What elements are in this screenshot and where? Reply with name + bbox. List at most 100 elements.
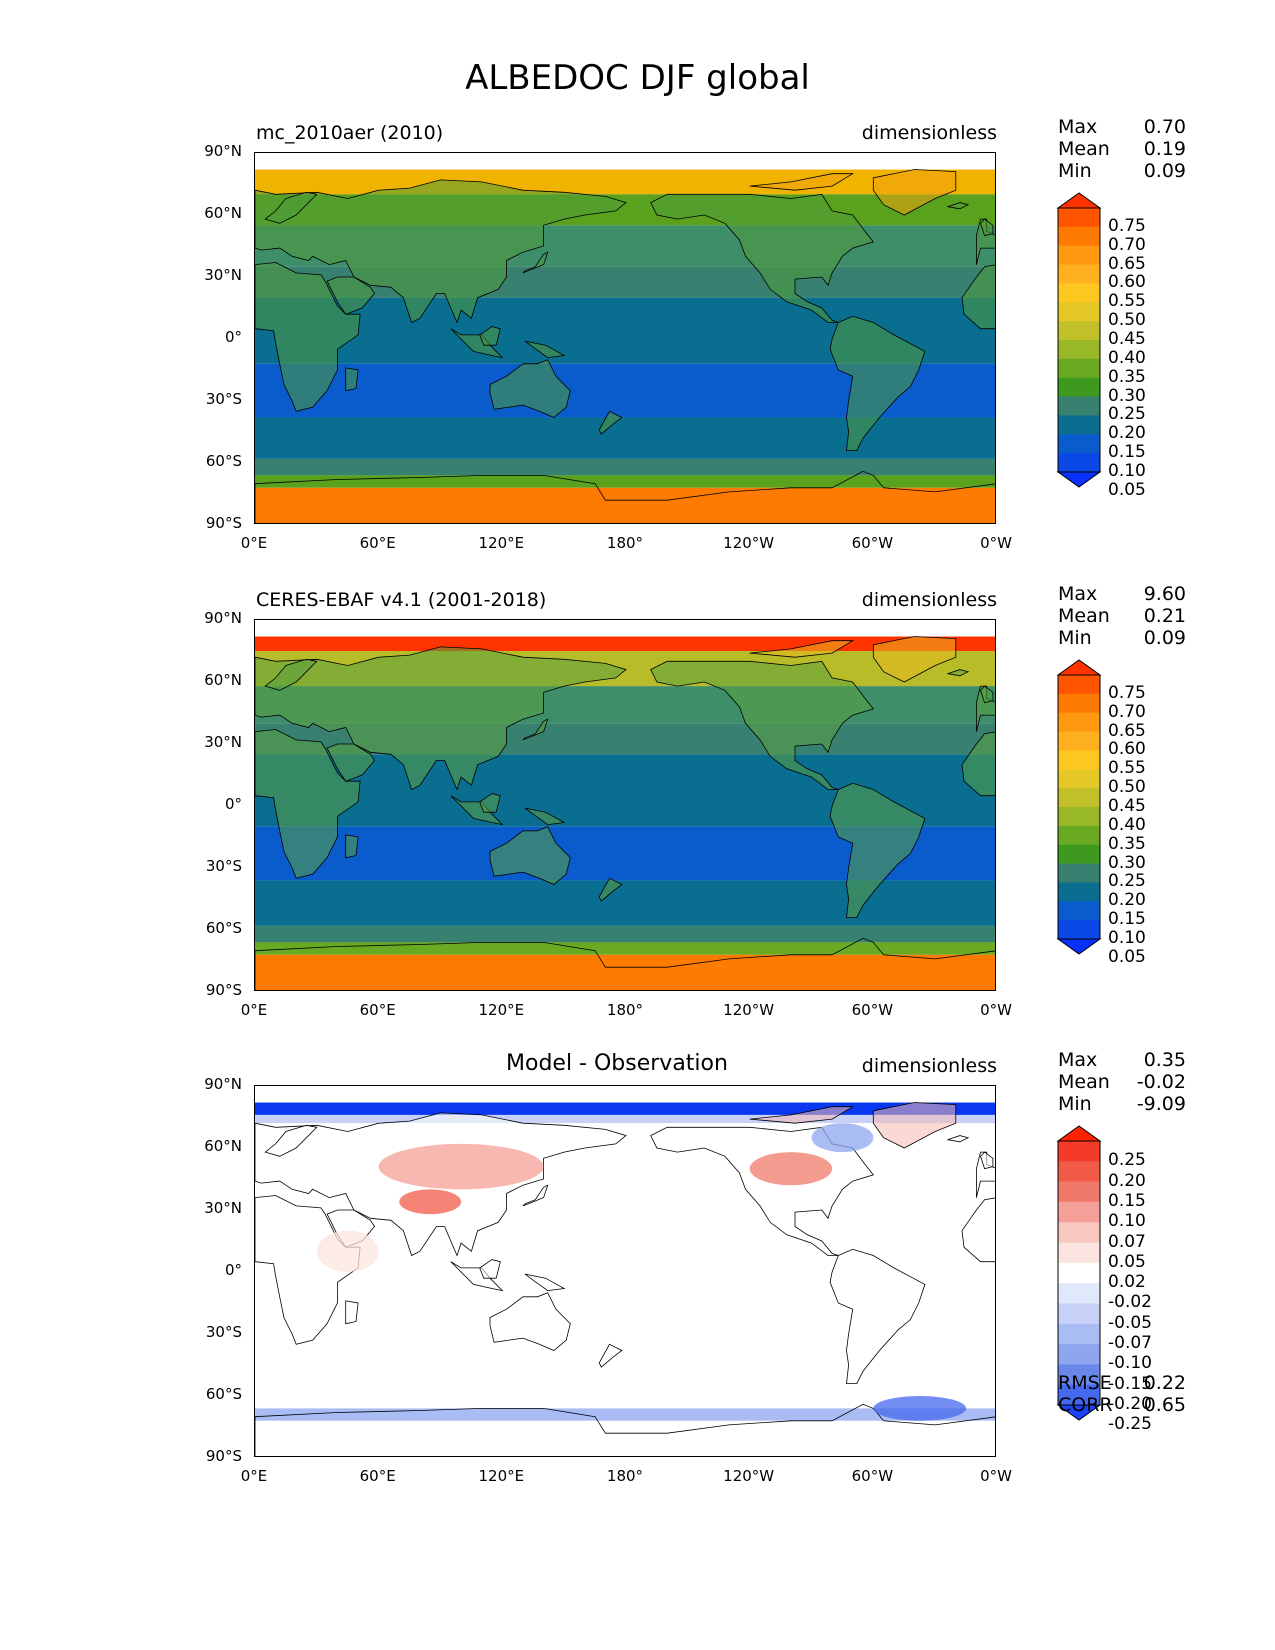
colorbar-tick-label: 0.15: [1108, 442, 1146, 463]
field-band-5: [255, 1420, 995, 1456]
corr-label: CORR: [1058, 1394, 1113, 1416]
coastline-canadaislands: [749, 173, 855, 191]
coastline-northamerica: [650, 193, 874, 323]
colorbar-tick-label: 0.35: [1108, 366, 1146, 387]
x-tick-label: 120°W: [723, 534, 775, 552]
coastline-borneo: [479, 326, 501, 346]
y-tick-label: 0°: [224, 328, 242, 346]
colorbar-tick-label: -0.20: [1108, 1394, 1152, 1414]
coastline-antarctica: [255, 937, 995, 990]
colorbar-tick-label: 0.10: [1108, 461, 1146, 481]
colorbar-tick-label: 0.05: [1108, 946, 1146, 967]
x-tick-label: 60°E: [359, 534, 396, 552]
colorbar-bin-5: [1058, 1222, 1100, 1244]
coastline-australia: [489, 359, 571, 418]
colorbar-bin-1: [1058, 208, 1100, 228]
colorbar-bin-10: [1058, 1323, 1100, 1345]
coastline-scandinavia: [264, 658, 318, 691]
field-band-0: [255, 1086, 995, 1103]
colorbar-bin-6: [1058, 1242, 1100, 1264]
coastline-arabia: [326, 276, 375, 315]
stat-min-value: -9.09: [1136, 1093, 1186, 1115]
figure-title: ALBEDOC DJF global: [465, 58, 810, 98]
colorbar-bin-8: [1058, 340, 1100, 360]
field-band-2: [255, 1114, 995, 1124]
coastline-australia: [489, 1292, 571, 1351]
stat-mean-value: 0.21: [1143, 605, 1186, 627]
coastline-madagascar: [345, 1300, 359, 1325]
field-band-10: [255, 487, 995, 523]
colorbar-bin-11: [1058, 396, 1100, 417]
y-tick-label: 30°N: [204, 266, 242, 284]
map-canvas: [255, 620, 995, 990]
colorbar-tick-label: 0.55: [1108, 291, 1146, 312]
x-tick-label: 120°E: [478, 534, 525, 552]
stat-max-label: Max: [1058, 583, 1098, 605]
colorbar-tick-label: -0.02: [1108, 1292, 1152, 1313]
colorbar-tick-label: 0.02: [1108, 1272, 1146, 1293]
map-canvas: [255, 153, 995, 523]
colorbar-extend-min: [1056, 471, 1102, 488]
colorbar-bin-3: [1058, 245, 1100, 266]
colorbar-bin-7: [1058, 321, 1100, 341]
panel-left-title: mc_2010aer (2010): [256, 122, 444, 144]
panel-units: dimensionless: [861, 122, 997, 144]
colorbar-tick-label: 0.15: [1108, 909, 1146, 930]
colorbar-bin-12: [1058, 415, 1100, 435]
stat-mean-value: -0.02: [1136, 1071, 1186, 1093]
colorbar-tick-label: 0.60: [1108, 272, 1146, 293]
stat-max-value: 0.70: [1143, 116, 1186, 138]
colorbar-bin-9: [1058, 358, 1100, 379]
y-tick-label: 0°: [224, 795, 242, 813]
y-tick-label: 60°N: [204, 204, 242, 222]
colorbar-tick-label: 0.45: [1108, 329, 1146, 349]
colorbar-tick-label: 0.25: [1108, 1150, 1146, 1171]
stat-min-label: Min: [1058, 160, 1092, 182]
coastline-newzealand: [598, 410, 623, 435]
x-tick-label: 0°E: [240, 1001, 268, 1019]
colorbar: [1056, 192, 1102, 488]
coastline-arabia: [326, 743, 375, 782]
coastline-africa: [255, 1195, 361, 1345]
coastline-africawest: [961, 731, 995, 797]
coastline-newzealand: [598, 877, 623, 902]
anomaly-region-5: [316, 1230, 379, 1272]
coastline-greenland: [872, 169, 957, 216]
coastline-newguinea: [524, 807, 566, 826]
coastline-southamerica: [829, 782, 926, 919]
stat-max-value: 9.60: [1143, 583, 1186, 605]
field-band-10: [255, 954, 995, 990]
colorbar-tick-label: 0.50: [1108, 777, 1146, 798]
colorbar-tick-label: 0.30: [1108, 385, 1146, 406]
colorbar-bin-8: [1058, 1283, 1100, 1305]
colorbar-container: [1056, 192, 1102, 492]
y-tick-label: 60°N: [204, 1137, 242, 1155]
colorbar-bin-12: [1058, 882, 1100, 902]
coastline-uk: [980, 1151, 994, 1170]
coastline-newzealand: [598, 1343, 623, 1368]
colorbar-tick-label: 0.65: [1108, 253, 1146, 274]
x-tick-label: 120°E: [478, 1467, 525, 1485]
coastline-newguinea: [524, 1273, 566, 1292]
x-tick-label: 0°W: [980, 1467, 1012, 1485]
coastline-indonesia: [450, 1261, 504, 1292]
panel-units: dimensionless: [861, 1055, 997, 1077]
colorbar-tick-label: 0.20: [1108, 890, 1146, 911]
colorbar-tick-label: 0.07: [1108, 1231, 1146, 1252]
coastline-newguinea: [524, 340, 566, 359]
coastline-scandinavia: [264, 1124, 318, 1157]
panel-units: dimensionless: [861, 589, 997, 611]
colorbar-bin-7: [1058, 788, 1100, 808]
skill-stats: RMSE 0.22 CORR 0.65: [1058, 1372, 1186, 1416]
rmse-value: 0.22: [1143, 1372, 1186, 1394]
x-tick-label: 180°: [606, 534, 644, 552]
colorbar-tick-label: 0.30: [1108, 852, 1146, 873]
coastline-greenland: [872, 636, 957, 683]
coastline-japan: [522, 251, 549, 274]
colorbar-bin-2: [1058, 1161, 1100, 1183]
coastline-eurasia: [255, 179, 627, 324]
colorbar-tick-label: -0.25: [1108, 1414, 1152, 1435]
field-band-4: [255, 1408, 995, 1421]
anomaly-region-3: [873, 1396, 967, 1421]
colorbar-tick-label: 0.70: [1108, 234, 1146, 255]
